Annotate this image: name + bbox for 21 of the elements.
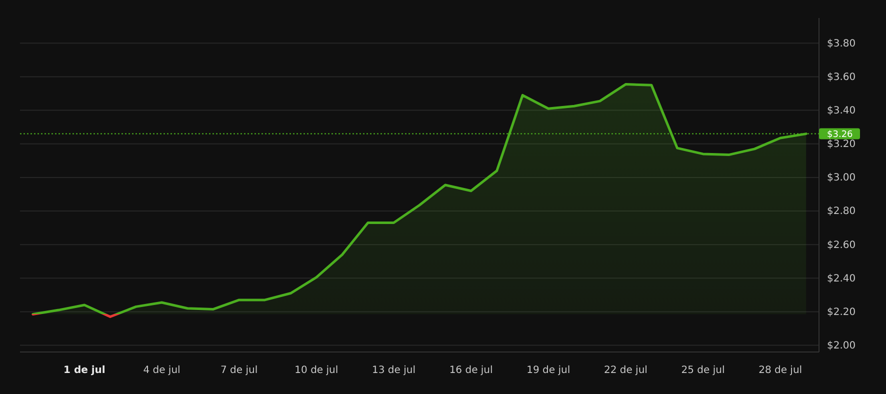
x-tick-label: 22 de jul: [604, 365, 648, 376]
y-tick-label: $3.40: [827, 106, 856, 117]
x-tick-label: 19 de jul: [526, 365, 570, 376]
x-tick-label: 7 de jul: [220, 365, 258, 376]
y-tick-label: $3.20: [827, 139, 856, 150]
y-tick-label: $3.80: [827, 38, 856, 50]
y-tick-label: $2.00: [827, 340, 856, 352]
y-tick-label: $2.80: [827, 206, 856, 218]
x-tick-label: 16 de jul: [449, 365, 493, 376]
x-tick-label: 1 de jul: [64, 365, 106, 376]
x-tick-label: 4 de jul: [143, 365, 180, 376]
x-tick-label: 25 de jul: [681, 365, 725, 376]
y-tick-label: $2.40: [827, 273, 856, 284]
y-tick-label: $2.20: [827, 306, 856, 318]
x-tick-label: 10 de jul: [294, 365, 338, 376]
x-tick-label: 13 de jul: [372, 365, 416, 376]
y-tick-label: $3.60: [827, 72, 856, 83]
x-tick-label: 28 de jul: [758, 365, 802, 376]
y-tick-label: $3.00: [827, 172, 856, 184]
ref-line-label: $3.26: [827, 130, 854, 140]
y-tick-label: $2.60: [827, 240, 856, 251]
